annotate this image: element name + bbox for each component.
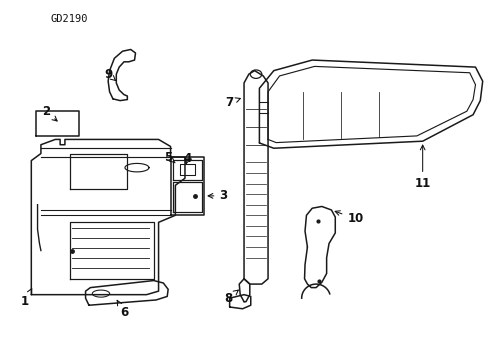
Text: GD2190: GD2190 bbox=[50, 14, 88, 24]
Text: 3: 3 bbox=[208, 189, 227, 202]
Text: 6: 6 bbox=[117, 300, 128, 319]
Text: 4: 4 bbox=[183, 152, 192, 165]
Text: 5: 5 bbox=[164, 150, 175, 163]
Text: 8: 8 bbox=[224, 290, 238, 305]
Text: 10: 10 bbox=[335, 211, 364, 225]
Text: 9: 9 bbox=[104, 68, 116, 81]
Text: 1: 1 bbox=[21, 289, 32, 308]
Text: 11: 11 bbox=[415, 145, 431, 190]
Text: 2: 2 bbox=[42, 105, 57, 121]
Text: 7: 7 bbox=[225, 96, 240, 109]
